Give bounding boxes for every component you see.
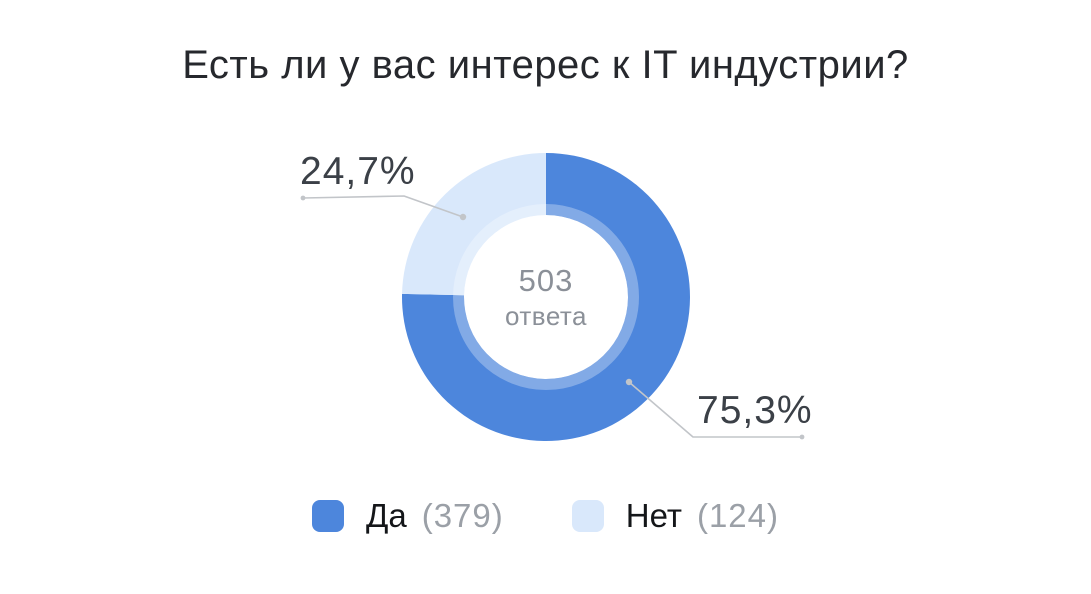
percent-label-yes: 75,3% bbox=[697, 389, 813, 432]
legend-swatch-no bbox=[571, 499, 604, 532]
legend-item-yes: Да (379) bbox=[312, 499, 504, 532]
legend-label-no: Нет bbox=[625, 497, 682, 534]
legend-label-yes: Да bbox=[366, 497, 407, 534]
legend: Да (379) Нет (124) bbox=[0, 499, 1091, 532]
legend-swatch-yes bbox=[312, 499, 344, 532]
donut-inner-highlight-ring bbox=[453, 204, 639, 390]
leader-dot-yes-text-end bbox=[799, 434, 805, 440]
chart-title: Есть ли у вас интерес к IT индустрии? bbox=[182, 43, 909, 87]
donut-chart bbox=[401, 152, 690, 442]
donut-slice-yes bbox=[401, 153, 690, 442]
legend-item-no: Нет (124) bbox=[571, 497, 779, 534]
percent-label-no: 24,7% bbox=[300, 150, 416, 193]
legend-count-yes: (379) bbox=[421, 497, 504, 534]
donut-slice-no bbox=[402, 152, 546, 296]
legend-count-no: (124) bbox=[696, 497, 779, 534]
leader-dot-no-text-end bbox=[300, 195, 306, 201]
